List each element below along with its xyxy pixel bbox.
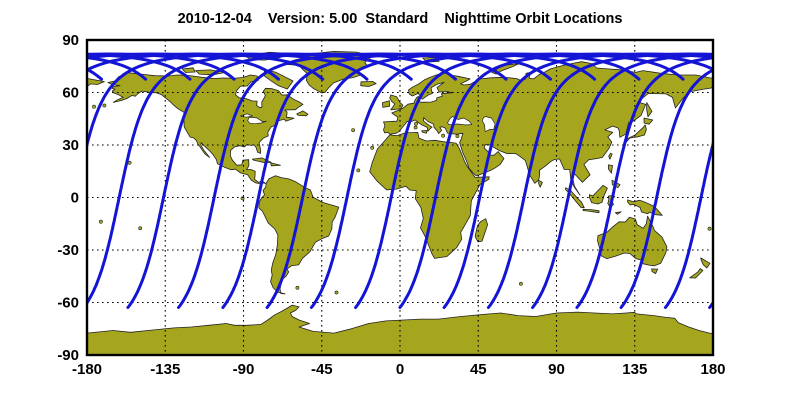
landmass-antarctica xyxy=(712,332,713,355)
lake-caspian-sea xyxy=(481,116,496,133)
island-hawaii xyxy=(754,161,757,164)
landmass-tasmania xyxy=(26,269,32,274)
landmass-hispaniola xyxy=(270,162,281,167)
world-map-layer xyxy=(0,40,800,355)
plot-title: 2010-12-04 Version: 5.00 Standard Nightt… xyxy=(178,11,623,27)
landmass-new-zealand-south xyxy=(689,268,704,279)
island-samoa xyxy=(99,219,103,224)
y-tick-label-60: 60 xyxy=(62,85,79,102)
island-corsica xyxy=(414,121,418,126)
landmass-australia xyxy=(0,216,41,266)
island-fiji xyxy=(82,227,85,230)
orbit-track-13 xyxy=(663,138,713,309)
x-tick-label--135: -135 xyxy=(150,361,180,378)
y-tick-label--60: -60 xyxy=(57,295,79,312)
landmass-sri-lanka xyxy=(538,179,543,188)
x-tick-label-180: 180 xyxy=(700,361,725,378)
orbit-track-13 xyxy=(87,52,369,151)
orbit-track-1 xyxy=(126,52,457,309)
y-tick-label-30: 30 xyxy=(62,137,79,154)
tick-label-layer: -180 -135 -90 -45 0 45 90 135 180 90 60 30 0 -30 -60 -9… xyxy=(57,32,725,378)
x-tick-label-0: 0 xyxy=(396,361,404,378)
island-south-georgia xyxy=(334,290,339,295)
orbit-track-8 xyxy=(442,52,713,309)
landmass-honshu xyxy=(625,124,647,144)
island-aleutian-1 xyxy=(718,105,721,108)
orbit-track-6 xyxy=(354,52,685,309)
y-tick-label--90: -90 xyxy=(57,347,79,364)
orbit-track-1 xyxy=(754,54,800,308)
orbit-track-5 xyxy=(309,52,641,309)
island-cape-verde xyxy=(356,168,361,173)
landmass-banks-island xyxy=(181,67,196,73)
orbit-track-11 xyxy=(575,56,713,309)
island-aleutian-2 xyxy=(102,103,107,108)
lake-lakes-huron-erie-ontario xyxy=(247,116,267,125)
island-fiji xyxy=(707,226,712,231)
island-tahiti xyxy=(765,227,768,230)
orbit-track-12 xyxy=(619,68,713,309)
landmass-hokkaido xyxy=(643,117,654,125)
y-tick-label-0: 0 xyxy=(71,190,79,207)
orbit-track-layer xyxy=(0,52,800,309)
x-tick-label-90: 90 xyxy=(548,361,565,378)
landmass-north-america xyxy=(734,73,800,184)
x-tick-label-45: 45 xyxy=(470,361,487,378)
landmass-new-zealand-south xyxy=(64,269,77,278)
plot-frame-layer xyxy=(85,38,715,357)
island-aleutian-1 xyxy=(92,104,96,109)
landmass-eurasia xyxy=(87,78,105,88)
landmass-ireland xyxy=(382,100,390,108)
island-samoa xyxy=(725,220,728,223)
island-aleutian-2 xyxy=(729,104,732,107)
landmass-south-america xyxy=(258,175,340,295)
landmass-new-guinea xyxy=(2,200,37,215)
landmass-taiwan xyxy=(608,152,613,160)
landmass-sicily xyxy=(421,130,428,134)
orbit-track-12 xyxy=(87,52,325,81)
island-crete xyxy=(441,133,446,138)
landmass-tasmania xyxy=(651,268,659,274)
landmass-sakhalin xyxy=(646,102,653,118)
island-canary xyxy=(370,145,375,150)
landmass-honshu xyxy=(0,125,20,143)
island-sardinia xyxy=(413,125,418,130)
x-tick-label--90: -90 xyxy=(233,361,255,378)
landmass-new-zealand-north xyxy=(75,258,84,268)
landmass-sakhalin xyxy=(21,103,26,117)
landmass-java xyxy=(582,209,600,214)
island-azores xyxy=(351,128,356,133)
island-falklands xyxy=(295,285,300,290)
orbit-track-6 xyxy=(0,54,57,308)
island-kerguelen xyxy=(519,281,523,286)
orbit-track-7 xyxy=(398,52,713,309)
orbit-track-2 xyxy=(177,52,508,309)
orbit-track-5 xyxy=(0,54,13,308)
landmass-north-america xyxy=(107,72,304,184)
landmass-luzon xyxy=(607,164,613,174)
orbit-track-9 xyxy=(486,52,713,309)
island-tahiti xyxy=(138,226,143,231)
landmass-iceland xyxy=(360,81,377,87)
x-tick-label--45: -45 xyxy=(311,361,333,378)
plot-frame xyxy=(85,38,715,357)
x-tick-label-135: 135 xyxy=(622,361,647,378)
island-cyprus xyxy=(455,134,460,139)
landmass-borneo xyxy=(589,184,608,205)
orbit-track-4 xyxy=(265,52,597,309)
orbit-track-0 xyxy=(87,52,413,306)
landmass-newfoundland xyxy=(296,110,309,117)
y-tick-label-90: 90 xyxy=(62,32,79,49)
orbit-track-0 xyxy=(708,300,713,309)
orbit-track-3 xyxy=(221,52,552,309)
x-tick-label--180: -180 xyxy=(72,361,102,378)
landmass-new-zealand-north xyxy=(700,257,711,269)
landmass-victoria-island xyxy=(195,69,226,76)
landmass-timor xyxy=(614,211,622,215)
orbit-track-10 xyxy=(531,52,713,309)
landmass-hokkaido xyxy=(18,118,27,124)
y-tick-label--30: -30 xyxy=(57,242,79,259)
